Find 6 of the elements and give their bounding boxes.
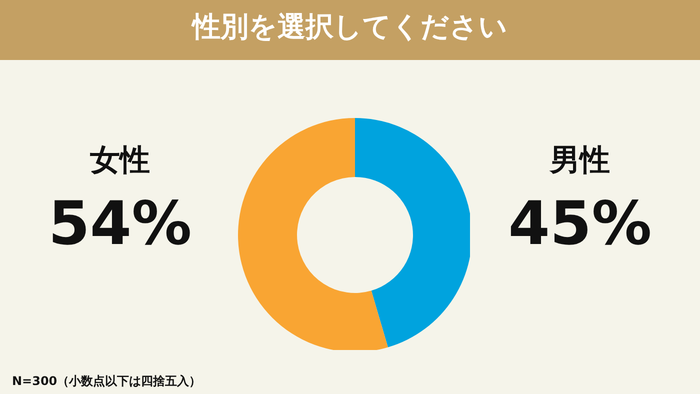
text: N=300（小数点以下は四捨五入） — [12, 373, 202, 390]
slice-label: 男性 — [548, 142, 611, 180]
data-label: 45% — [507, 189, 653, 259]
data-label: 54% — [47, 189, 193, 259]
slice-label: 女性 — [89, 142, 151, 180]
chart-title: 性別を選択してください — [190, 9, 508, 45]
